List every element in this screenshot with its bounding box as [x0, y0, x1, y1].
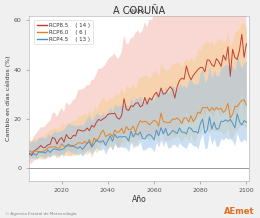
Text: © Agencia Estatal de Meteorología: © Agencia Estatal de Meteorología — [5, 212, 77, 216]
Text: AEmet: AEmet — [224, 207, 255, 216]
Y-axis label: Cambio en días cálidos (%): Cambio en días cálidos (%) — [5, 55, 11, 141]
Legend: RCP8.5    ( 14 ), RCP6.0    ( 6 ), RCP4.5    ( 13 ): RCP8.5 ( 14 ), RCP6.0 ( 6 ), RCP4.5 ( 13… — [34, 20, 93, 44]
Text: ANUAL: ANUAL — [128, 9, 150, 14]
X-axis label: Año: Año — [132, 195, 146, 204]
Title: A CORUÑA: A CORUÑA — [113, 5, 165, 15]
